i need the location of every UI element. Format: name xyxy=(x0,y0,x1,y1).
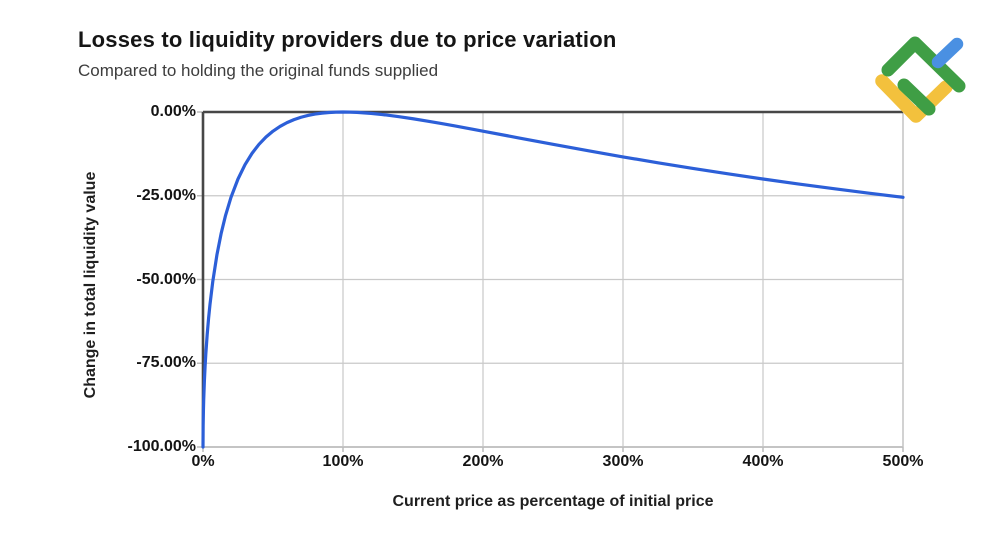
y-tick-label: -75.00% xyxy=(136,354,196,372)
chart-title: Losses to liquidity providers due to pri… xyxy=(78,27,617,52)
logo-blue-tick xyxy=(931,37,964,69)
litefinance-logo-icon xyxy=(875,36,966,123)
x-tick-label: 500% xyxy=(882,453,924,470)
plot-area xyxy=(197,110,905,452)
x-tick-label: 0% xyxy=(191,453,215,470)
chart-subtitle: Compared to holding the original funds s… xyxy=(78,61,439,80)
y-tick-label: -100.00% xyxy=(127,438,197,455)
y-tick-label: -50.00% xyxy=(136,270,196,288)
x-axis-title: Current price as percentage of initial p… xyxy=(392,493,714,510)
y-tick-label: -25.00% xyxy=(136,186,196,204)
loss-curve xyxy=(201,110,905,449)
y-tick-label: 0.00% xyxy=(150,103,196,120)
logo-green-bar xyxy=(897,78,936,116)
x-tick-label: 100% xyxy=(322,453,364,470)
x-tick-label: 400% xyxy=(742,453,784,470)
logo-yellow-check xyxy=(875,74,953,123)
y-axis-title: Change in total liquidity value xyxy=(82,171,99,399)
x-tick-label: 300% xyxy=(602,453,644,470)
x-tick-label: 200% xyxy=(462,453,504,470)
logo-green-chevron xyxy=(881,36,966,93)
